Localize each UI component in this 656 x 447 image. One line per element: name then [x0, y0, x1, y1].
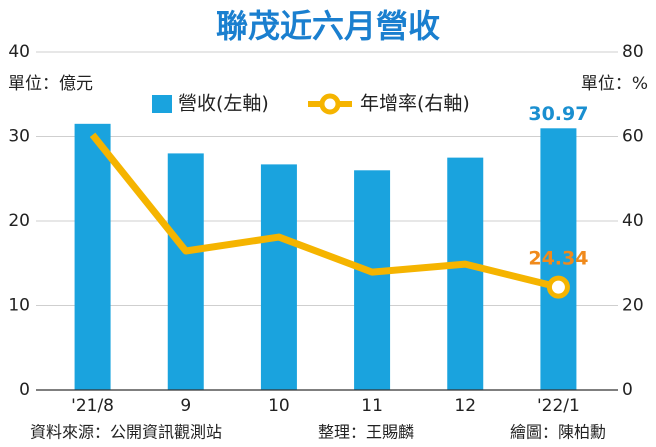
x-tick-label: 10 — [268, 396, 290, 416]
y2-tick-label: 0 — [622, 380, 633, 400]
graphic-note: 繪圖：陳柏勳 — [510, 423, 606, 442]
value-label: 24.34 — [528, 248, 588, 270]
bar — [447, 157, 484, 390]
y-tick-label: 10 — [8, 296, 30, 316]
line — [89, 132, 560, 291]
x-tick-label: 12 — [454, 396, 476, 416]
legend-label: 營收(左軸) — [178, 93, 269, 115]
legend-label: 年增率(右軸) — [360, 93, 470, 115]
legend-swatch — [152, 95, 172, 113]
bar — [354, 170, 391, 390]
editor-note: 整理：王賜麟 — [318, 423, 414, 442]
x-tick-label: 11 — [361, 396, 383, 416]
y2-axis-label: 單位：% — [581, 74, 648, 94]
y-tick-label: 40 — [8, 42, 30, 62]
y-tick-label: 30 — [8, 127, 30, 147]
y2-tick-label: 40 — [622, 211, 644, 231]
x-tick-label: '22/1 — [537, 396, 580, 416]
y-tick-label: 20 — [8, 211, 30, 231]
y2-tick-label: 20 — [622, 296, 644, 316]
line-marker — [546, 275, 570, 299]
y2-tick-label: 60 — [622, 127, 644, 147]
bar — [74, 123, 111, 390]
y2-tick-label: 80 — [622, 42, 644, 62]
value-label: 30.97 — [528, 103, 588, 125]
bar — [540, 128, 577, 390]
y-axis-label: 單位：億元 — [8, 74, 93, 94]
x-tick-label: 9 — [180, 396, 191, 416]
source-note: 資料來源：公開資訊觀測站 — [30, 423, 222, 442]
x-tick-label: '21/8 — [71, 396, 114, 416]
bar — [260, 164, 297, 390]
y-tick-label: 0 — [19, 380, 30, 400]
chart-title: 聯茂近六月營收 — [216, 7, 440, 45]
bar — [167, 153, 204, 390]
legend-swatch — [319, 93, 341, 115]
